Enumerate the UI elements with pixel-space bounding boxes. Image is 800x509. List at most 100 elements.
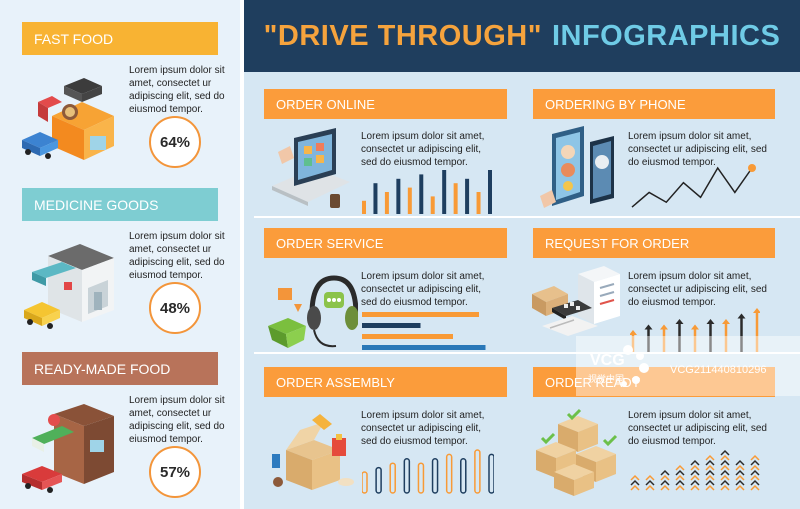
order-ready-chevron xyxy=(630,479,640,486)
ready-made-food-label: READY-MADE FOOD xyxy=(34,360,171,377)
order-ready-chevron xyxy=(690,484,700,491)
order-online-bar xyxy=(362,200,366,214)
watermark-overlay xyxy=(576,336,800,396)
order-ready-chevron xyxy=(720,464,730,471)
order-online-bar xyxy=(453,183,458,214)
request-for-order-arrowhead xyxy=(722,319,730,324)
fast-food-header: FAST FOOD xyxy=(22,22,218,55)
order-ready-chevron xyxy=(705,464,715,471)
order-ready-chevron xyxy=(660,484,670,491)
order-online-bar xyxy=(419,174,424,214)
request-for-order-arrowhead xyxy=(737,313,746,319)
order-online-bar xyxy=(384,192,389,214)
ordering-by-phone-marker xyxy=(748,164,756,172)
ready-made-food-header: READY-MADE FOOD xyxy=(22,352,218,385)
order-ready-chevron xyxy=(690,459,700,466)
request-for-order-arrowhead xyxy=(691,324,699,330)
pharmacy-building-icon xyxy=(18,236,126,332)
order-ready-chevron xyxy=(720,474,730,481)
order-ready-chevron xyxy=(750,469,760,476)
box-assembly-icon xyxy=(264,410,360,496)
order-ready-chevron xyxy=(750,479,760,486)
order-service-text: Lorem ipsum dolor sit amet, consectet ur… xyxy=(361,271,485,308)
ordering-by-phone-header: ORDERING BY PHONE xyxy=(533,89,775,119)
order-ready-chevron xyxy=(675,479,685,486)
order-ready-chevron xyxy=(630,474,640,481)
order-service-bar xyxy=(362,323,421,328)
order-ready-chevron xyxy=(750,484,760,491)
order-ready-chevron xyxy=(735,464,745,471)
order-assembly-bar xyxy=(445,453,453,494)
title-part-2: INFOGRAPHICS xyxy=(551,19,781,52)
fast-food-label: FAST FOOD xyxy=(34,30,114,47)
order-ready-chevron xyxy=(735,474,745,481)
order-ready-chevron xyxy=(720,479,730,486)
order-ready-chevron xyxy=(720,469,730,476)
request-for-order-arrowhead xyxy=(753,308,760,313)
order-online-bar xyxy=(430,196,435,214)
order-ready-chevron xyxy=(660,474,670,481)
order-ready-chevron xyxy=(645,474,655,481)
request-for-order-arrowhead xyxy=(644,324,653,330)
order-service-bar xyxy=(362,345,486,350)
order-ready-chevron xyxy=(660,479,670,486)
order-assembly-bar xyxy=(375,466,382,494)
title-bar xyxy=(244,0,800,72)
request-for-order-arrowhead xyxy=(660,324,668,330)
order-ready-chevron xyxy=(750,464,760,471)
order-ready-chevron xyxy=(750,459,760,466)
order-ready-chevron xyxy=(720,454,730,461)
row-divider-2 xyxy=(254,352,800,354)
order-ready-chevron xyxy=(720,459,730,466)
order-ready-chevron xyxy=(675,464,685,471)
order-online-bar xyxy=(488,170,492,214)
order-assembly-label: ORDER ASSEMBLY xyxy=(276,374,395,390)
watermark-logo-icon xyxy=(584,338,654,390)
order-ready-chevron xyxy=(720,484,730,491)
order-assembly-bar xyxy=(431,458,439,494)
request-for-order-chart xyxy=(630,302,760,352)
medicine-goods-text: Lorem ipsum dolor sit amet, consectet ur… xyxy=(129,231,225,281)
ordering-by-phone-label: ORDERING BY PHONE xyxy=(545,96,686,112)
ordering-by-phone-text: Lorem ipsum dolor sit amet, consectet ur… xyxy=(628,131,767,168)
medicine-goods-header: MEDICINE GOODS xyxy=(22,188,218,221)
headset-basket-icon xyxy=(266,268,358,354)
row-divider-1 xyxy=(254,216,800,218)
order-ready-chevron xyxy=(690,469,700,476)
order-ready-chevron xyxy=(720,449,730,456)
order-online-bar xyxy=(465,178,470,214)
order-assembly-chart xyxy=(362,446,494,494)
order-ready-chevron xyxy=(735,484,745,491)
order-online-label: ORDER ONLINE xyxy=(276,96,375,112)
phone-order-icon xyxy=(534,126,624,218)
order-online-bar xyxy=(396,178,401,214)
order-ready-chevron xyxy=(675,474,685,481)
order-assembly-bar xyxy=(460,458,467,494)
left-panel xyxy=(0,0,240,509)
order-assembly-bar xyxy=(403,458,411,494)
ordering-by-phone-chart xyxy=(630,162,760,214)
order-service-label: ORDER SERVICE xyxy=(276,235,384,251)
order-assembly-bar xyxy=(474,449,481,494)
order-ready-chevron xyxy=(675,469,685,476)
title-part-1: "DRIVE THROUGH" xyxy=(263,19,542,52)
order-ready-chevron xyxy=(705,484,715,491)
order-ready-chevron xyxy=(735,479,745,486)
medicine-goods-label: MEDICINE GOODS xyxy=(34,196,159,213)
fast-food-text: Lorem ipsum dolor sit amet, consectet ur… xyxy=(129,65,225,115)
fast-food-percent: 64% xyxy=(149,116,201,168)
order-service-header: ORDER SERVICE xyxy=(264,228,507,258)
order-ready-chevron xyxy=(630,484,640,491)
request-for-order-text: Lorem ipsum dolor sit amet, consectet ur… xyxy=(628,271,767,308)
order-ready-chart xyxy=(630,446,760,492)
order-online-bar xyxy=(476,192,481,214)
order-assembly-header: ORDER ASSEMBLY xyxy=(264,367,507,397)
request-for-order-arrowhead xyxy=(630,330,637,335)
calculator-documents-icon xyxy=(528,264,624,352)
order-assembly-bar xyxy=(389,462,396,494)
request-for-order-header: REQUEST FOR ORDER xyxy=(533,228,775,258)
watermark-id: VCG211440810296 xyxy=(670,364,767,376)
ready-made-food-text: Lorem ipsum dolor sit amet, consectet ur… xyxy=(129,395,225,445)
order-ready-chevron xyxy=(645,479,655,486)
order-ready-chevron xyxy=(735,459,745,466)
